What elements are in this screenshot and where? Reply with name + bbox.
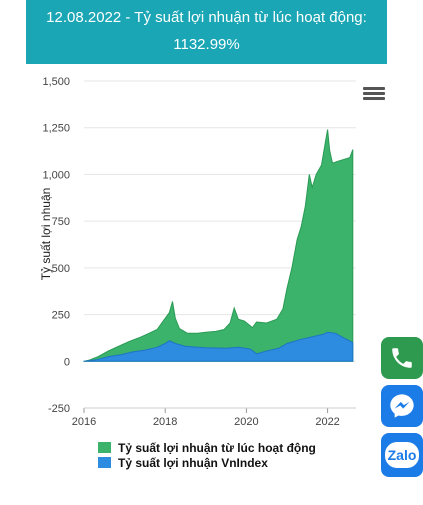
series-areas <box>83 129 354 362</box>
legend-swatch <box>98 457 111 468</box>
y-tick-label: 1,500 <box>42 76 70 88</box>
legend-label[interactable]: Tỷ suất lợi nhuận từ lúc hoạt động <box>118 441 316 455</box>
phone-button[interactable] <box>381 337 423 379</box>
y-tick-label: -250 <box>48 403 70 415</box>
y-tick-label: 500 <box>52 263 70 275</box>
messenger-button[interactable] <box>381 385 423 427</box>
chart-header: 12.08.2022 - Tỷ suất lợi nhuận từ lúc ho… <box>26 0 387 64</box>
y-axis-title: Tỷ suất lợi nhuận <box>39 188 53 281</box>
x-tick-label: 2022 <box>315 416 339 428</box>
y-tick-label: 0 <box>64 356 70 368</box>
legend-label[interactable]: Tỷ suất lợi nhuận VnIndex <box>118 456 268 470</box>
x-tick-label: 2018 <box>153 416 177 428</box>
hamburger-menu-icon[interactable] <box>363 85 385 103</box>
zalo-label: Zalo <box>385 442 419 468</box>
legend-swatch <box>98 442 111 453</box>
y-tick-label: 1,000 <box>42 169 70 181</box>
messenger-icon <box>390 394 414 418</box>
x-tick-label: 2016 <box>72 416 96 428</box>
x-axis-ticks: 2016 2018 2020 2022 <box>72 407 356 428</box>
phone-icon <box>392 348 412 368</box>
series-area-1 <box>83 129 354 362</box>
y-axis-ticks: -250 0 250 500 750 1,000 1,250 1,500 <box>42 76 70 415</box>
y-tick-label: 1,250 <box>42 123 70 135</box>
x-tick-label: 2020 <box>234 416 258 428</box>
y-tick-label: 250 <box>52 310 70 322</box>
series-area-2 <box>83 331 354 362</box>
header-value: 1132.99% <box>173 36 240 53</box>
header-title: 12.08.2022 - Tỷ suất lợi nhuận từ lúc ho… <box>46 9 367 26</box>
y-tick-label: 750 <box>52 216 70 228</box>
chart-card: -250 0 250 500 750 1,000 1,250 1,500 2016 2018 20… <box>26 64 387 500</box>
zalo-button[interactable]: Zalo <box>381 433 423 477</box>
